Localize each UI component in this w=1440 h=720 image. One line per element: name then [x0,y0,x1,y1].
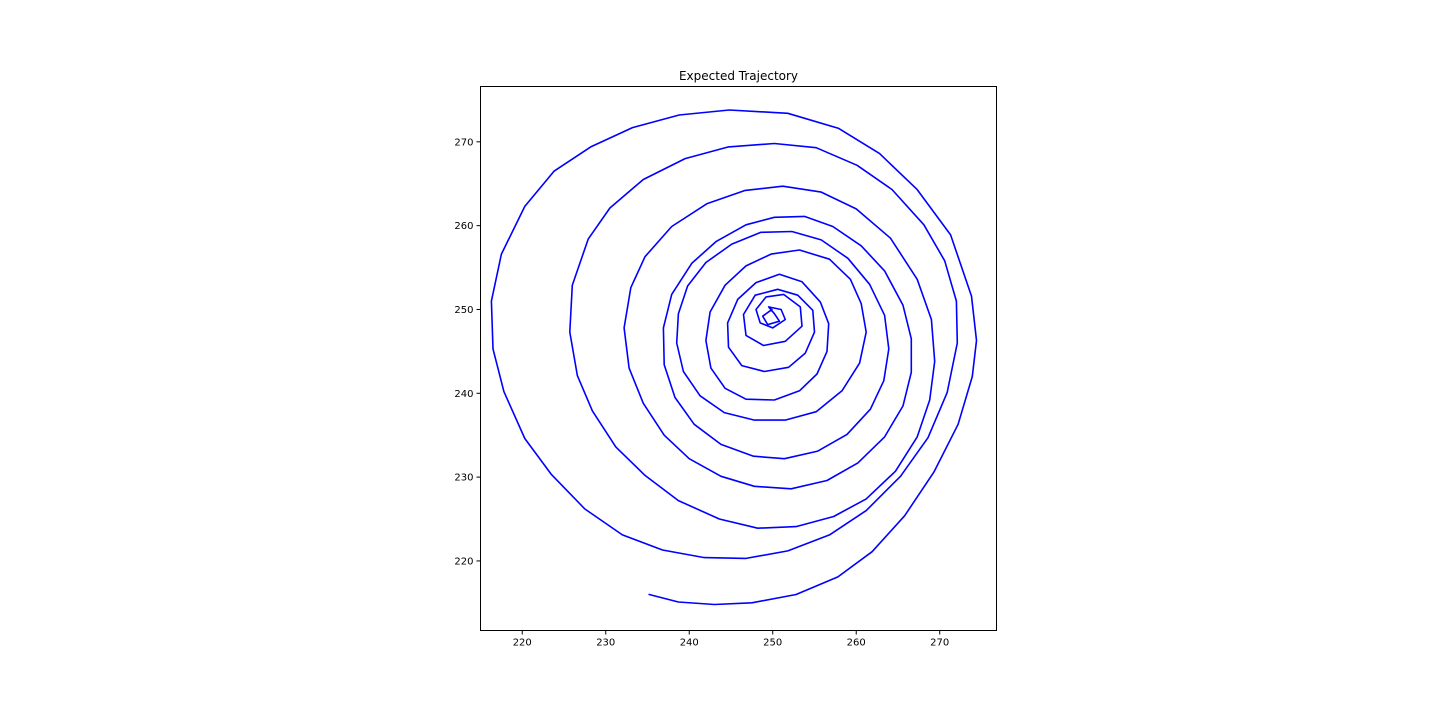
x-axis: 220 230 240 250 260 270 [513,630,949,649]
y-axis: 220 230 240 250 260 270 [454,137,481,567]
plot-frame [480,86,997,631]
chart-title: Expected Trajectory [679,69,798,83]
x-tick-label: 250 [763,638,782,649]
x-tick-label: 230 [596,638,615,649]
y-tick-label: 240 [454,389,473,400]
y-tick-label: 260 [454,221,473,232]
trajectory-line [490,109,978,606]
y-tick-label: 230 [454,473,473,484]
y-tick-label: 250 [454,305,473,316]
x-tick-label: 260 [847,638,866,649]
x-tick-label: 270 [930,638,949,649]
series-group [490,109,978,606]
x-tick-label: 240 [680,638,699,649]
x-tick-label: 220 [513,638,532,649]
y-tick-label: 220 [454,556,473,567]
y-tick-label: 270 [454,137,473,148]
